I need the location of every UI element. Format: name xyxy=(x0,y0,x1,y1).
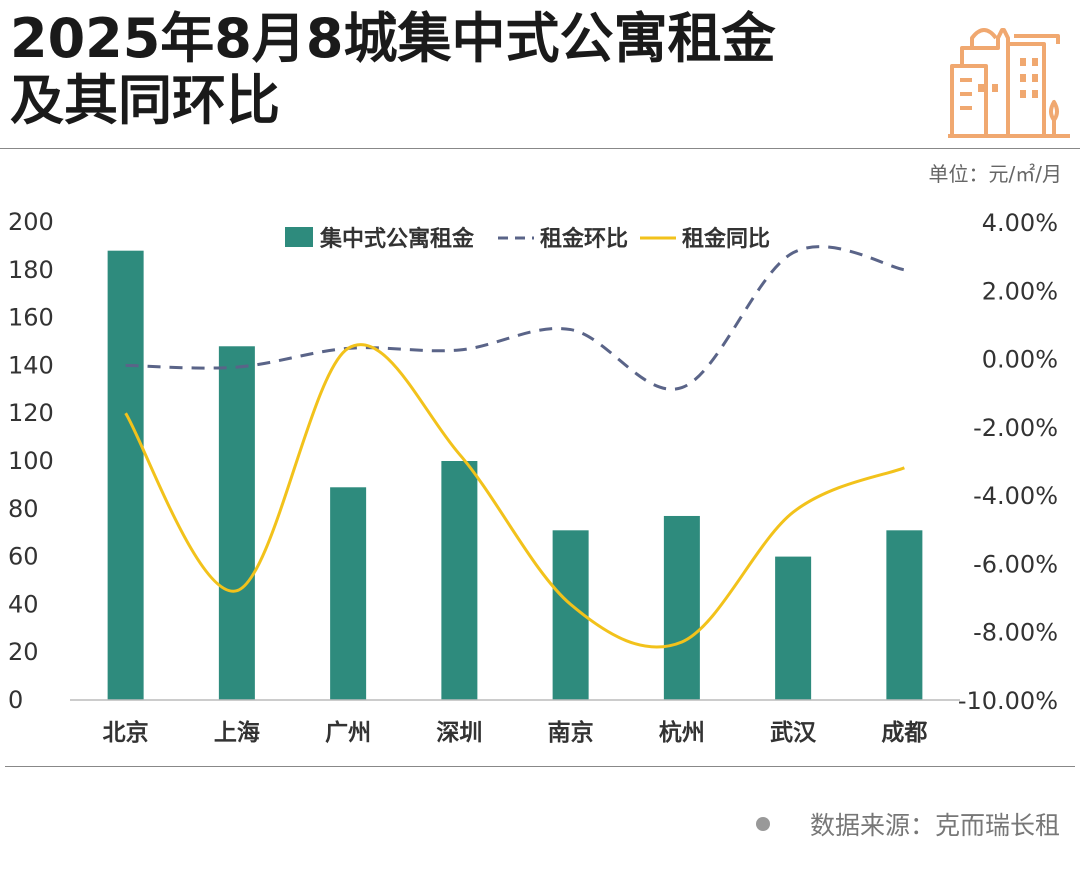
line-yoy xyxy=(124,343,905,649)
chart-title: 2025年8月8城集中式公寓租金 及其同环比 xyxy=(10,8,910,132)
footer-divider xyxy=(5,766,1075,767)
bar-北京 xyxy=(107,250,144,700)
legend-bar-swatch xyxy=(285,227,313,247)
bar-武汉 xyxy=(775,556,812,700)
bar-上海 xyxy=(218,346,255,700)
left-tick-label: 100 xyxy=(8,447,54,475)
x-tick-label: 深圳 xyxy=(436,720,482,746)
x-tick-label: 杭州 xyxy=(659,719,705,746)
left-tick-label: 180 xyxy=(8,256,54,284)
chart-title-line-1: 2025年8月8城集中式公寓租金 xyxy=(10,7,776,70)
bar-广州 xyxy=(330,487,367,700)
x-tick-label: 广州 xyxy=(325,719,371,746)
right-tick-label: 4.00% xyxy=(982,209,1058,237)
source-text: 数据来源：克而瑞长租 xyxy=(809,811,1060,840)
legend-label-rent: 集中式公寓租金 xyxy=(319,226,475,252)
legend-label-yoy: 租金同比 xyxy=(682,226,770,252)
left-tick-label: 20 xyxy=(8,638,39,666)
left-tick-label: 140 xyxy=(8,351,54,379)
right-tick-label: 2.00% xyxy=(982,277,1058,305)
right-tick-label: -4.00% xyxy=(973,482,1058,510)
bar-深圳 xyxy=(441,461,478,700)
x-tick-label: 北京 xyxy=(103,719,149,746)
chart-title-line-2: 及其同环比 xyxy=(10,69,280,132)
x-tick-label: 武汉 xyxy=(770,720,817,746)
line-mom xyxy=(125,245,905,391)
bar-series xyxy=(107,250,923,700)
left-tick-label: 40 xyxy=(8,590,39,618)
x-tick-label: 上海 xyxy=(214,719,260,746)
legend: 集中式公寓租金 租金环比 租金同比 xyxy=(285,226,770,252)
right-axis: -10.00% -8.00% -6.00% -4.00% -2.00% 0.00% 2.00… xyxy=(958,209,1058,715)
x-axis: 北京 上海 广州 深圳 南京 杭州 武汉 成都 xyxy=(70,699,960,746)
bar-成都 xyxy=(886,530,923,700)
bullet-dot-icon xyxy=(755,817,770,831)
title-divider xyxy=(0,148,1080,149)
right-tick-label: -6.00% xyxy=(973,550,1058,578)
left-tick-label: 60 xyxy=(8,543,39,571)
left-axis: 0 20 40 60 80 100 120 140 160 180 200 xyxy=(8,208,54,714)
legend-label-mom: 租金环比 xyxy=(540,226,628,252)
left-tick-label: 120 xyxy=(8,399,54,427)
unit-label: 单位：元/㎡/月 xyxy=(928,162,1062,186)
left-tick-label: 200 xyxy=(8,208,54,236)
right-tick-label: -2.00% xyxy=(973,414,1058,442)
x-tick-label: 南京 xyxy=(548,719,594,746)
right-tick-label: 0.00% xyxy=(982,346,1058,374)
x-tick-label: 成都 xyxy=(881,720,927,746)
source-note: 数据来源：克而瑞长租 xyxy=(755,806,1060,842)
left-tick-label: 0 xyxy=(8,686,23,714)
city-buildings-icon xyxy=(948,28,1070,138)
right-tick-label: -8.00% xyxy=(973,619,1058,647)
left-tick-label: 160 xyxy=(8,304,54,332)
right-tick-label: -10.00% xyxy=(958,687,1058,715)
bar-杭州 xyxy=(663,515,700,700)
line-series xyxy=(124,245,905,649)
left-tick-label: 80 xyxy=(8,495,39,523)
